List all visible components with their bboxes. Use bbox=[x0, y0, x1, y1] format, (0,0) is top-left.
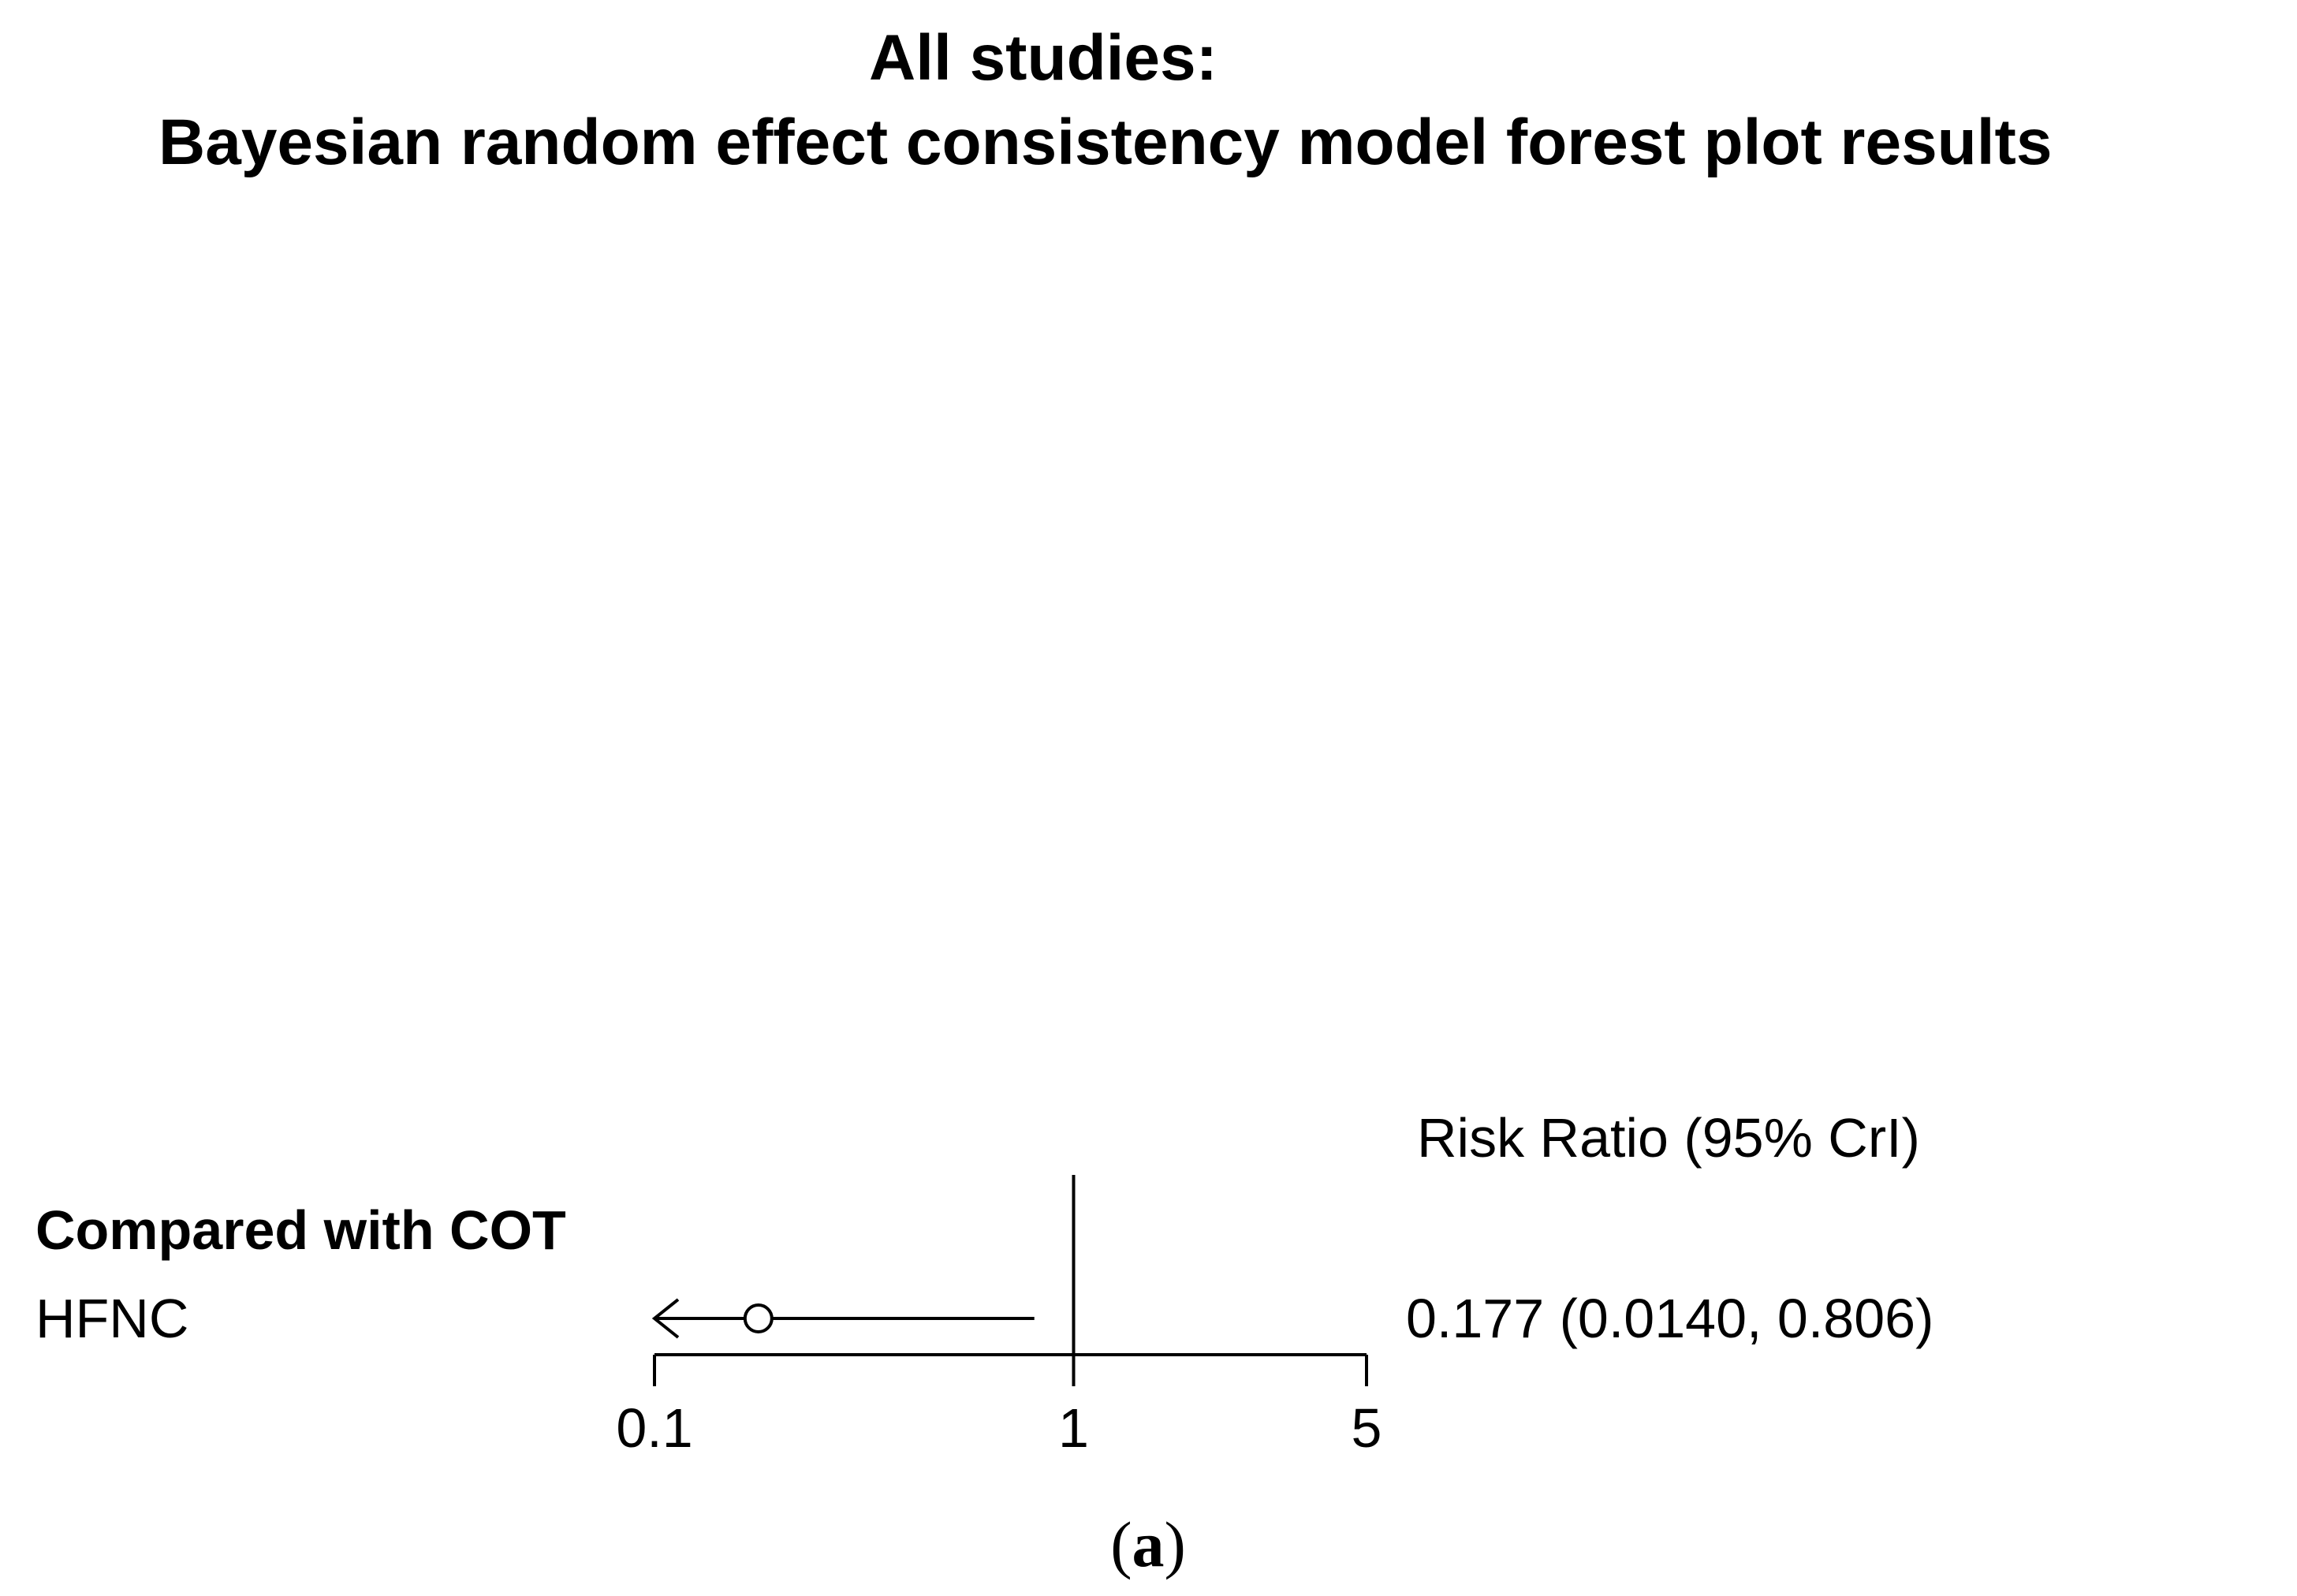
panel-label-close: ) bbox=[1164, 1508, 1186, 1580]
x-tick-label: 1 bbox=[1058, 1397, 1089, 1459]
panel-label-open: ( bbox=[1110, 1508, 1132, 1580]
truncation-arrow bbox=[651, 1298, 680, 1339]
column-header-risk-ratio: Risk Ratio (95% CrI) bbox=[1417, 1107, 1920, 1169]
group-label: Compared with COT bbox=[35, 1199, 566, 1261]
x-tick-label: 0.1 bbox=[616, 1397, 693, 1459]
row-label-hfnc: HFNC bbox=[35, 1288, 189, 1349]
chart-title-line-2: Bayesian random effect consistency model… bbox=[158, 106, 2053, 178]
panel-label-letter: a bbox=[1132, 1508, 1165, 1580]
point-estimate-marker bbox=[743, 1303, 774, 1333]
chart-title-line-1: All studies: bbox=[869, 22, 1217, 94]
panel-label: (a) bbox=[1110, 1512, 1186, 1577]
row-estimate-text: 0.177 (0.0140, 0.806) bbox=[1406, 1288, 1934, 1349]
x-tick-label: 5 bbox=[1351, 1397, 1382, 1459]
